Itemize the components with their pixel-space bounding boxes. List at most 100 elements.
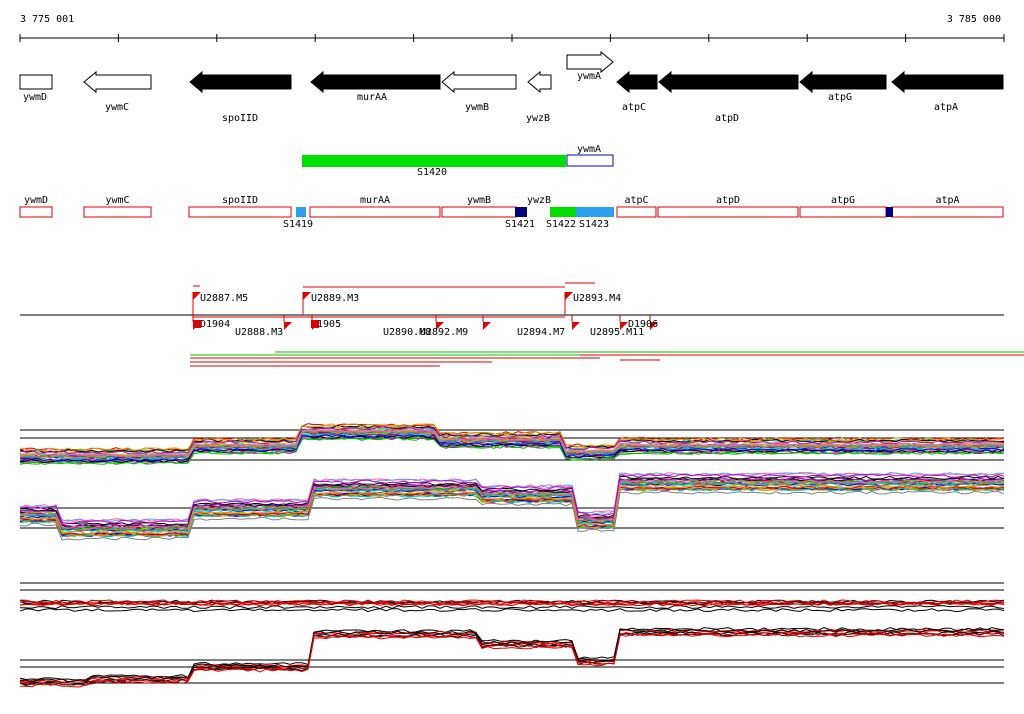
segment-label: S1423 [579, 219, 609, 230]
annotation-label: ywmD [24, 195, 48, 206]
profile-trace [19, 599, 1005, 604]
gene-arrow [83, 70, 152, 94]
gene-label: ywzB [526, 113, 550, 124]
gene-arrow [891, 70, 1004, 94]
profile-trace [19, 629, 1004, 684]
profile-trace [19, 473, 1005, 524]
operon-gene [566, 154, 614, 167]
region [193, 320, 201, 328]
unit-flag [436, 322, 444, 330]
unit-label: U2889.M3 [311, 293, 359, 304]
segment-label: S1421 [505, 219, 535, 230]
annotation-label: atpC [624, 195, 648, 206]
unit-flag [303, 292, 311, 300]
profile-trace [19, 472, 1004, 523]
annotation-box [19, 206, 53, 218]
profile-trace [19, 490, 1005, 541]
profile-trace [19, 423, 1005, 452]
annotation-box [188, 206, 292, 218]
segment-label: S1419 [283, 219, 313, 230]
annotation-box [657, 206, 799, 218]
ruler-start: 3 775 001 [20, 14, 74, 25]
profile-trace [19, 424, 1005, 453]
unit-flag [650, 322, 658, 330]
gene-arrow [566, 50, 614, 74]
segment [576, 207, 614, 217]
profile-trace [19, 479, 1005, 530]
segment-label: S1420 [417, 167, 447, 178]
operon-segment [302, 155, 566, 167]
annotation-box [83, 206, 152, 218]
segment [515, 207, 527, 217]
profile-trace [19, 435, 1005, 464]
segment [886, 207, 893, 217]
gene-arrow [616, 70, 658, 94]
profile-trace [19, 475, 1005, 526]
ruler-end: 3 785 000 [947, 14, 1001, 25]
annotation-box [616, 206, 657, 218]
gene-label: atpA [934, 102, 958, 113]
gene-label: ywmA [577, 71, 601, 82]
profile-trace [19, 601, 1005, 606]
unit-label: U2894.M7 [517, 327, 565, 338]
unit-label: D1906 [628, 319, 658, 330]
profile-trace [19, 428, 1005, 457]
unit-flag [572, 322, 580, 330]
unit-label: U2893.M4 [573, 293, 621, 304]
unit-label: D1905 [311, 319, 341, 330]
gene-arrow [441, 70, 517, 94]
profile-trace [19, 628, 1005, 683]
gene-label: ywmD [23, 92, 47, 103]
profile-trace [19, 628, 1005, 683]
gene-arrow [19, 74, 53, 90]
gene-label: ywmB [465, 102, 489, 113]
annotation-label: atpD [716, 195, 740, 206]
profile-trace [19, 436, 1005, 465]
gene-label: spoIID [222, 113, 258, 124]
gene-label: atpD [715, 113, 739, 124]
gene-label: murAA [357, 92, 387, 103]
profile-trace [19, 434, 1005, 463]
annotation-box [309, 206, 441, 218]
gene-label: atpC [622, 102, 646, 113]
annotation-label: murAA [360, 195, 390, 206]
segment-label: S1422 [546, 219, 576, 230]
unit-flag [284, 322, 292, 330]
unit-label: U2887.M5 [200, 293, 248, 304]
profile-trace [19, 477, 1005, 528]
gene-arrow [527, 70, 552, 94]
gene-arrow [658, 70, 799, 94]
gene-arrow [310, 70, 441, 94]
unit-label: U2892.M9 [420, 327, 468, 338]
gene-arrow [189, 70, 292, 94]
profile-trace [19, 426, 1005, 455]
profile-trace [19, 484, 1005, 535]
profile-trace [19, 633, 1005, 688]
annotation-box [891, 206, 1004, 218]
unit-flag [620, 322, 628, 330]
gene-label: ywmC [105, 102, 129, 113]
unit-flag [565, 292, 573, 300]
gene-label: atpG [828, 92, 852, 103]
gene-label: ywmA [577, 144, 601, 155]
annotation-label: spoIID [222, 195, 258, 206]
unit-label: U2895.M11 [590, 327, 644, 338]
profile-trace [19, 481, 1005, 532]
annotation-label: ywzB [527, 195, 551, 206]
unit-label: U2890.M8 [383, 327, 431, 338]
profile-trace [19, 608, 1005, 613]
annotation-label: atpG [831, 195, 855, 206]
profile-trace [19, 627, 1005, 681]
annotation-label: ywmC [105, 195, 129, 206]
profile-trace [19, 605, 1005, 610]
segment [296, 207, 306, 217]
segment [550, 207, 576, 217]
unit-label: D1904 [200, 319, 230, 330]
annotation-label: atpA [935, 195, 959, 206]
unit-flag [483, 322, 491, 330]
profile-trace [19, 631, 1005, 686]
profile-trace [19, 630, 1005, 686]
gene-arrow [799, 70, 887, 94]
profile-trace [19, 487, 1005, 538]
